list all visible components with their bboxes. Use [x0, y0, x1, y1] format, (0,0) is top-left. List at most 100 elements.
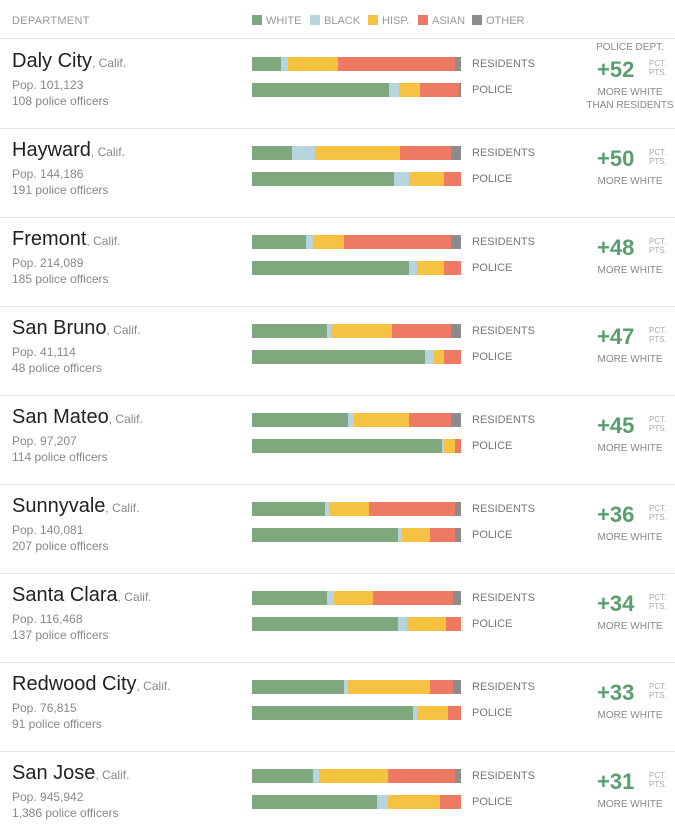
bar-segment-other [450, 413, 461, 427]
more-white-text: MORE WHITE [597, 354, 663, 365]
bar-segment-asian [373, 591, 453, 605]
officer-count: 185 police officers [12, 272, 109, 286]
bar-segment-other [452, 591, 461, 605]
pct-pts-label: PCT. PTS. [649, 415, 667, 433]
difference-line: +34 PCT. PTS. [585, 591, 675, 619]
bar-segment-white [252, 324, 328, 338]
population: Pop. 144,186 [12, 167, 84, 181]
bar-segment-other [450, 235, 461, 249]
pts-label: PTS. [649, 424, 667, 433]
officer-count: 137 police officers [12, 628, 109, 642]
bar-segment-black [312, 769, 319, 783]
pts-label: PTS. [649, 157, 667, 166]
legend-item-hisp: HISP. [368, 15, 409, 27]
department-row: Redwood City, Calif. Pop. 76,815 91 police… [0, 662, 675, 752]
difference-line: +33 PCT. PTS. [585, 680, 675, 708]
bar-segment-hisp [354, 413, 409, 427]
pts-label: PTS. [649, 780, 667, 789]
pct-label: PCT. [649, 771, 667, 780]
department-row: San Mateo, Calif. Pop. 97,207 114 police o… [0, 395, 675, 485]
police-label: POLICE [472, 173, 513, 185]
pct-pts-label: PCT. PTS. [649, 237, 667, 255]
legend-swatch [310, 15, 320, 25]
than-residents-text: THAN RESIDENTS [586, 100, 674, 111]
residents-label: RESIDENTS [472, 592, 535, 604]
bar-segment-white [252, 795, 378, 809]
more-white-text: MORE WHITE [597, 87, 663, 98]
state-label: , Calif. [108, 412, 143, 426]
bar-segment-hisp [444, 439, 455, 453]
state-label: , Calif. [105, 501, 140, 515]
bar-segment-hisp [331, 324, 393, 338]
difference-line: +52 PCT. PTS. [585, 57, 675, 85]
officer-count: 191 police officers [12, 183, 109, 197]
more-white-text: MORE WHITE [597, 799, 663, 810]
pct-label: PCT. [649, 682, 667, 691]
officer-count: 48 police officers [12, 361, 102, 375]
bar-segment-black [442, 439, 445, 453]
state-label: , Calif. [90, 145, 125, 159]
residents-bar [252, 680, 461, 694]
bar-segment-other [450, 324, 461, 338]
bar-segment-black [281, 57, 288, 71]
bar-segment-black [412, 706, 418, 720]
bar-segment-asian [444, 172, 461, 186]
more-white-label: MORE WHITE [585, 709, 675, 722]
bar-segment-asian [440, 795, 461, 809]
bar-segment-white [252, 528, 399, 542]
residents-bar [252, 502, 461, 516]
legend-label: ASIAN [432, 15, 466, 27]
pts-label: PTS. [649, 68, 667, 77]
bar-segment-white [252, 591, 328, 605]
state-label: , Calif. [136, 679, 171, 693]
legend-label: BLACK [324, 15, 361, 27]
department-row: Santa Clara, Calif. Pop. 116,468 137 polic… [0, 573, 675, 663]
difference-value: +45 [597, 413, 635, 438]
bar-segment-asian [429, 680, 453, 694]
bar-segment-white [252, 172, 395, 186]
pct-label: PCT. [649, 237, 667, 246]
more-white-label: MORE WHITE [585, 175, 675, 188]
bar-segment-other [452, 680, 461, 694]
residents-label: RESIDENTS [472, 770, 535, 782]
difference-line: +36 PCT. PTS. [585, 502, 675, 530]
difference-line: +50 PCT. PTS. [585, 146, 675, 174]
population: Pop. 97,207 [12, 434, 77, 448]
bar-segment-asian [444, 350, 461, 364]
city-name: San Bruno, Calif. [12, 317, 141, 339]
bar-segment-black [325, 502, 330, 516]
residents-label: RESIDENTS [472, 325, 535, 337]
difference-value: +33 [597, 680, 635, 705]
residents-label: RESIDENTS [472, 58, 535, 70]
more-white-label: MORE WHITE [585, 531, 675, 544]
officer-count: 91 police officers [12, 717, 102, 731]
bar-segment-hisp [333, 591, 374, 605]
bar-segment-other [454, 769, 461, 783]
bar-segment-white [252, 769, 313, 783]
officer-count: 108 police officers [12, 94, 109, 108]
bar-segment-hisp [433, 350, 445, 364]
bar-segment-black [343, 680, 349, 694]
state-label: , Calif. [92, 56, 127, 70]
bar-segment-other [454, 502, 461, 516]
legend-swatch [368, 15, 378, 25]
pct-label: PCT. [649, 148, 667, 157]
population: Pop. 116,468 [12, 612, 83, 626]
bar-segment-black [327, 324, 332, 338]
more-white-label: MORE WHITE [585, 264, 675, 277]
officer-count: 207 police officers [12, 539, 109, 553]
difference-value: +47 [597, 324, 635, 349]
difference-block: +31 PCT. PTS. MORE WHITE [585, 751, 675, 810]
legend-swatch [252, 15, 262, 25]
bar-segment-hisp [329, 502, 370, 516]
police-label: POLICE [472, 796, 513, 808]
difference-value: +50 [597, 146, 635, 171]
bar-segment-hisp [417, 706, 449, 720]
residents-bar [252, 235, 461, 249]
population: Pop. 140,081 [12, 523, 84, 537]
pts-label: PTS. [649, 602, 667, 611]
bar-segment-other [454, 528, 461, 542]
department-row: San Bruno, Calif. Pop. 41,114 48 police of… [0, 306, 675, 396]
legend-item-other: OTHER [472, 15, 525, 27]
bar-segment-hisp [417, 261, 445, 275]
